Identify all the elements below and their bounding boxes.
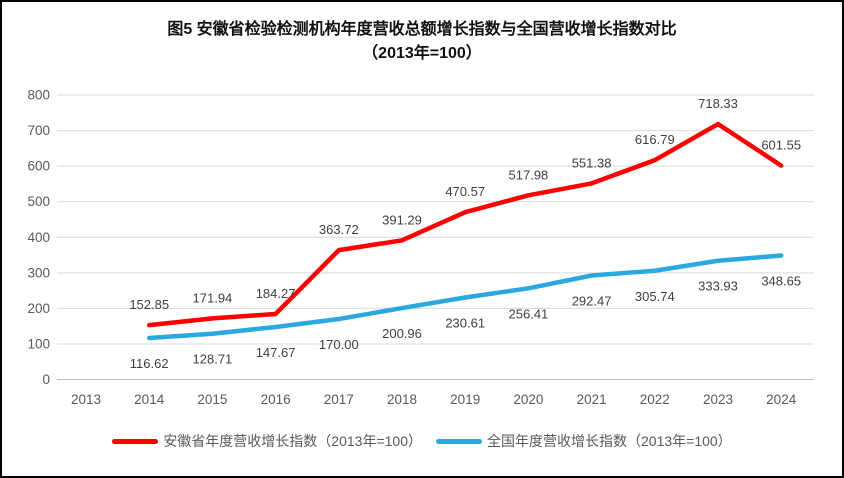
- data-label-national: 333.93: [698, 279, 738, 294]
- x-axis-tick-label: 2024: [766, 392, 797, 407]
- data-label-national: 147.67: [256, 345, 296, 360]
- chart-title-line2: （2013年=100）: [362, 45, 482, 62]
- data-label-national: 170.00: [319, 337, 359, 352]
- data-label-anhui: 470.57: [445, 184, 485, 199]
- y-axis-tick-label: 800: [27, 88, 50, 103]
- y-axis-tick-label: 100: [27, 336, 50, 351]
- x-axis-tick-label: 2017: [324, 392, 354, 407]
- legend-label-national: 全国年度营收增长指数（2013年=100）: [487, 433, 732, 449]
- x-axis-tick-label: 2020: [513, 392, 543, 407]
- data-label-national: 200.96: [382, 326, 422, 341]
- series-line-anhui: [146, 121, 784, 328]
- x-axis-tick-label: 2023: [703, 392, 733, 407]
- x-axis-tick-label: 2019: [450, 392, 480, 407]
- x-axis-tick-label: 2016: [261, 392, 291, 407]
- legend-swatch-national-line: [436, 438, 482, 444]
- data-label-national: 116.62: [130, 356, 169, 371]
- data-label-national: 256.41: [509, 306, 549, 321]
- data-label-anhui: 171.94: [193, 290, 233, 305]
- x-axis-tick-label: 2021: [577, 392, 607, 407]
- data-label-national: 305.74: [635, 289, 675, 304]
- data-label-anhui: 184.27: [256, 286, 296, 301]
- chart-title: 图5 安徽省检验检测机构年度营收总额增长指数与全国营收增长指数对比 （2013年…: [2, 18, 842, 66]
- series-line-national: [146, 253, 784, 341]
- data-label-anhui: 551.38: [572, 155, 612, 170]
- x-axis-tick-label: 2015: [197, 392, 227, 407]
- chart-legend: 安徽省年度营收增长指数（2013年=100） 全国年度营收增长指数（2013年=…: [2, 431, 842, 451]
- data-label-anhui: 601.55: [761, 138, 801, 153]
- legend-swatch-anhui-line: [112, 438, 159, 444]
- x-axis-tick-label: 2018: [387, 392, 417, 407]
- x-axis-tick-label: 2022: [640, 392, 670, 407]
- data-label-anhui: 363.72: [319, 222, 359, 237]
- data-label-national: 348.65: [761, 274, 801, 289]
- data-label-anhui: 152.85: [129, 297, 169, 312]
- data-label-anhui: 517.98: [509, 167, 549, 182]
- legend-item-national: 全国年度营收增长指数（2013年=100）: [436, 431, 732, 451]
- data-label-anhui: 718.33: [698, 96, 738, 111]
- chart-title-line1: 图5 安徽省检验检测机构年度营收总额增长指数与全国营收增长指数对比: [167, 21, 677, 38]
- data-label-anhui: 616.79: [635, 132, 675, 147]
- data-label-national: 230.61: [445, 315, 485, 330]
- y-axis-tick-label: 700: [27, 123, 50, 138]
- y-axis-tick-label: 500: [27, 194, 50, 209]
- y-axis-tick-label: 600: [27, 159, 50, 174]
- y-axis-tick-label: 0: [42, 372, 50, 387]
- x-axis-tick-label: 2013: [71, 392, 101, 407]
- data-label-anhui: 391.29: [382, 212, 422, 227]
- x-axis-tick-label: 2014: [134, 392, 165, 407]
- legend-label-anhui: 安徽省年度营收增长指数（2013年=100）: [163, 433, 422, 449]
- y-axis-tick-label: 200: [27, 301, 50, 316]
- legend-item-anhui: 安徽省年度营收增长指数（2013年=100）: [112, 431, 422, 451]
- y-axis-tick-label: 300: [27, 265, 50, 280]
- data-label-national: 128.71: [193, 352, 233, 367]
- y-axis-tick-label: 400: [27, 230, 50, 245]
- data-label-national: 292.47: [572, 293, 612, 308]
